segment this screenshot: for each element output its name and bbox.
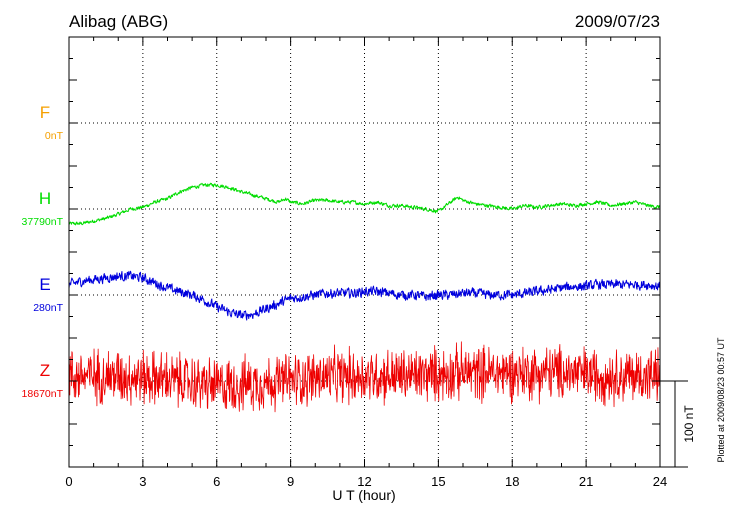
x-tick-label-24: 24 <box>653 474 667 489</box>
x-tick-label-12: 12 <box>357 474 371 489</box>
station-title: Alibag (ABG) <box>69 12 168 31</box>
x-axis-label: U T (hour) <box>332 487 395 503</box>
x-tick-label-3: 3 <box>139 474 146 489</box>
series-name-Z: Z <box>40 361 50 380</box>
scale-bar-label: 100 nT <box>682 405 696 443</box>
series-line-E <box>68 270 661 321</box>
series-name-H: H <box>39 189 51 208</box>
series-line-Z <box>68 341 661 413</box>
x-tick-label-21: 21 <box>579 474 593 489</box>
series-baseline-H: 37790nT <box>22 216 64 228</box>
x-tick-label-6: 6 <box>213 474 220 489</box>
data-series <box>68 182 661 413</box>
x-tick-labels: 0 3 6 9 12 15 18 21 24 <box>65 474 667 489</box>
x-tick-label-9: 9 <box>287 474 294 489</box>
scale-bar: 100 nT <box>660 380 696 468</box>
x-tick-label-18: 18 <box>505 474 519 489</box>
series-baseline-Z: 18670nT <box>22 388 64 400</box>
series-name-E: E <box>39 275 50 294</box>
series-line-H <box>68 182 661 226</box>
plotted-timestamp: Plotted at 2009/08/23 00:57 UT <box>716 337 726 463</box>
axis-ticks <box>68 37 661 468</box>
x-tick-label-15: 15 <box>431 474 445 489</box>
series-baseline-E: 280nT <box>33 302 63 314</box>
series-name-F: F <box>40 103 50 122</box>
date-label: 2009/07/23 <box>575 12 660 31</box>
x-tick-label-0: 0 <box>65 474 72 489</box>
series-labels: F 0nT H 37790nT E 280nT Z 18670nT <box>22 103 64 400</box>
series-baseline-F: 0nT <box>45 130 64 142</box>
